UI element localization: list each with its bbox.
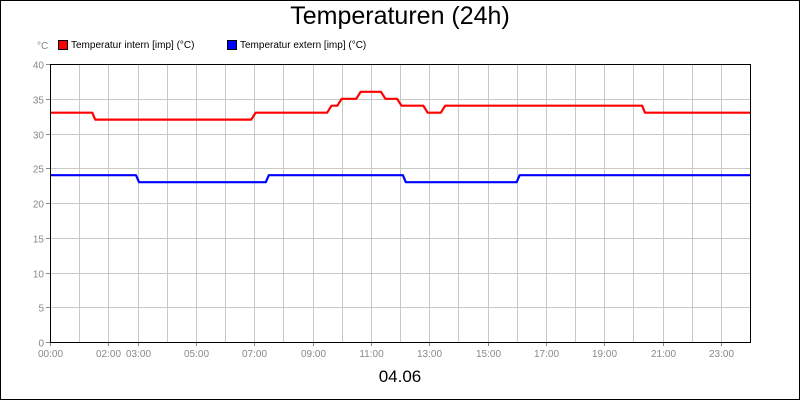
x-tick-label: 17:00 (534, 349, 559, 360)
y-tick-label: 40 (33, 61, 45, 72)
y-tick-label: 20 (33, 200, 45, 211)
x-tick-label: 02:00 (96, 349, 121, 360)
y-axis-unit: °C (37, 41, 49, 52)
series-line-extern (50, 174, 750, 184)
y-tick-label: 25 (33, 165, 45, 176)
legend-label-intern: Temperatur intern [imp] (°C) (71, 39, 195, 51)
x-tick-label: 07:00 (242, 349, 267, 360)
date-label: 04.06 (378, 367, 422, 386)
legend-label-extern: Temperatur extern [imp] (°C) (240, 39, 367, 51)
y-tick-label: 0 (38, 339, 44, 350)
legend-swatch-intern (58, 40, 68, 50)
x-tick-label: 09:00 (301, 349, 326, 360)
legend-swatch-extern (227, 40, 237, 50)
x-tick-label: 13:00 (417, 349, 442, 360)
y-tick-label: 5 (38, 304, 44, 315)
series-layer (50, 90, 750, 184)
plot-border (50, 64, 751, 343)
x-tick-label: 15:00 (476, 349, 501, 360)
y-tick-label: 10 (33, 270, 45, 281)
x-tick-label: 00:00 (38, 349, 63, 360)
x-tick-label: 03:00 (126, 349, 151, 360)
series-line-intern (50, 90, 750, 121)
chart-title: Temperaturen (24h) (290, 2, 510, 30)
x-tick-label: 19:00 (592, 349, 617, 360)
y-tick-label: 35 (33, 96, 45, 107)
x-tick-label: 05:00 (184, 349, 209, 360)
x-tick-label: 11:00 (359, 349, 384, 360)
y-tick-label: 30 (33, 131, 45, 142)
y-tick-label: 15 (33, 235, 45, 246)
axes: 0 5 10 15 20 25 30 35 40 00:00 02:00 03:00 05:00 07:0… (33, 61, 751, 360)
x-tick-label: 23:00 (709, 349, 734, 360)
legend-item-extern: Temperatur extern [imp] (°C) (227, 38, 366, 52)
legend-item-intern: Temperatur intern [imp] (°C) (58, 38, 194, 52)
x-tick-label: 21:00 (651, 349, 676, 360)
